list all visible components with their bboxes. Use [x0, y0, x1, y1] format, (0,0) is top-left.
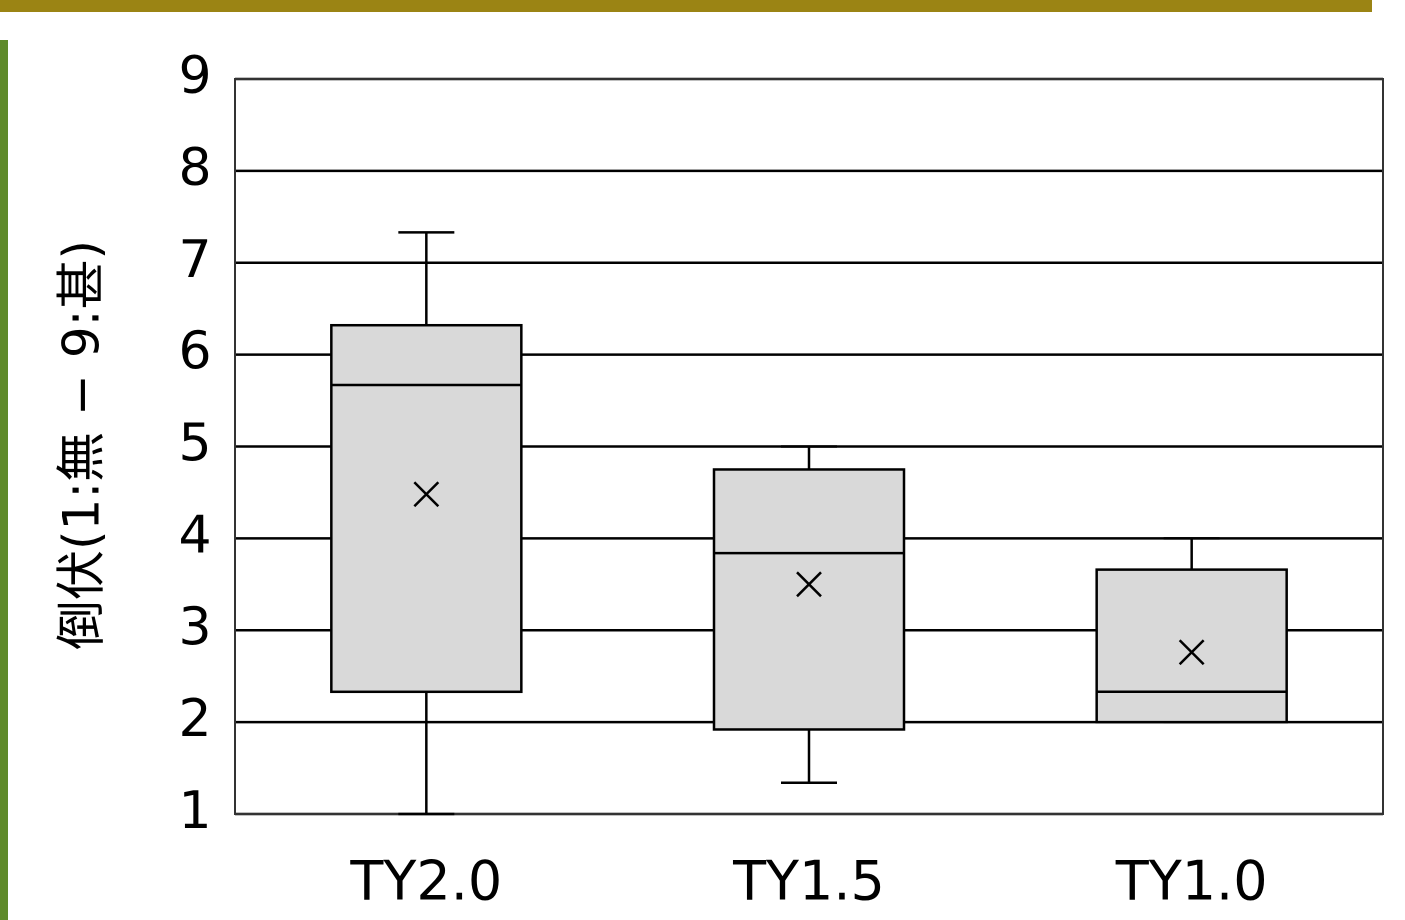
page: {"chart_data": {"type": "box", "y_label"…	[0, 0, 1405, 920]
box	[1097, 570, 1287, 723]
chart: 倒伏(1:無 − 9:甚) 1 2 3 4 5 6 7 8 9 TY2.0 TY1.5 TY1.0	[0, 0, 1405, 920]
y-tick-label: 6	[178, 322, 211, 382]
y-tick-label: 3	[178, 597, 211, 657]
x-tick-label: TY1.0	[1115, 850, 1268, 913]
y-tick-label: 4	[178, 505, 211, 565]
y-tick-label: 5	[178, 414, 211, 474]
x-tick-label: TY2.0	[349, 850, 502, 913]
y-tick-label: 7	[178, 230, 211, 290]
y-tick-label: 9	[178, 46, 211, 106]
box	[331, 325, 521, 692]
x-tick-label: TY1.5	[732, 850, 885, 913]
y-tick-label: 2	[178, 689, 211, 749]
box	[714, 469, 904, 729]
y-axis-label: 倒伏(1:無 − 9:甚)	[53, 240, 111, 650]
header-bar	[0, 0, 1372, 12]
side-image-strip	[0, 40, 8, 920]
y-tick-label: 8	[178, 138, 211, 198]
y-tick-label: 1	[178, 781, 211, 841]
